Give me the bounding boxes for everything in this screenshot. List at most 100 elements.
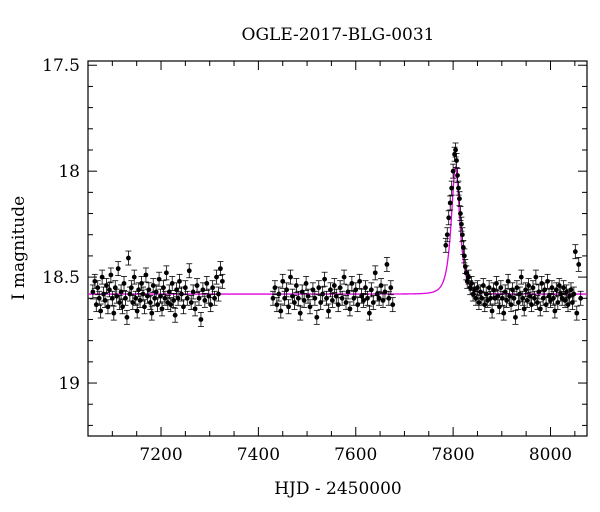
data-point <box>567 282 574 298</box>
data-point <box>350 290 357 306</box>
data-point <box>339 290 346 306</box>
x-tick-label: 7600 <box>334 445 377 465</box>
data-point <box>293 278 300 293</box>
data-point <box>329 293 336 308</box>
data-point <box>184 290 191 306</box>
data-point <box>321 271 328 287</box>
data-point <box>131 269 138 285</box>
data-point <box>444 227 451 243</box>
data-point <box>493 276 500 291</box>
data-point <box>209 280 216 296</box>
data-point <box>283 282 290 298</box>
data-point <box>109 290 116 306</box>
data-point <box>180 299 187 315</box>
data-point <box>341 269 348 285</box>
data-point <box>366 305 373 321</box>
data-point <box>442 237 449 253</box>
data-point <box>372 265 379 281</box>
data-point <box>297 305 304 321</box>
data-point <box>313 309 320 325</box>
data-point <box>197 312 204 327</box>
data-point <box>107 267 114 283</box>
data-point <box>172 307 179 323</box>
data-point <box>123 309 130 325</box>
data-point <box>337 280 344 296</box>
data-point <box>167 297 174 313</box>
data-point <box>175 290 182 306</box>
data-point <box>331 278 338 293</box>
data-point <box>145 282 152 298</box>
data-point <box>454 168 461 183</box>
data-point <box>217 261 224 277</box>
data-point <box>156 271 163 287</box>
data-point <box>387 280 394 296</box>
data-point <box>457 206 464 221</box>
data-point <box>455 180 462 196</box>
data-point <box>201 293 208 308</box>
data-point <box>522 282 529 298</box>
data-point <box>370 295 377 310</box>
data-point <box>518 269 525 285</box>
data-point <box>319 286 326 302</box>
x-axis-label: HJD - 2450000 <box>274 479 402 499</box>
data-point <box>512 309 519 325</box>
data-point <box>453 153 460 168</box>
data-point <box>166 284 173 300</box>
data-point <box>153 284 160 300</box>
data-point <box>277 303 284 319</box>
data-point <box>129 295 136 310</box>
data-point <box>279 273 286 289</box>
data-point <box>306 299 313 315</box>
x-tick-label: 7400 <box>237 445 280 465</box>
data-point <box>389 297 396 313</box>
data-point <box>525 278 532 293</box>
data-point <box>551 303 558 319</box>
data-point <box>315 280 322 296</box>
data-point <box>275 286 282 302</box>
data-point <box>553 282 560 298</box>
data-point <box>161 290 168 306</box>
data-point <box>96 290 103 306</box>
data-point <box>301 293 308 308</box>
data-point <box>173 282 180 298</box>
data-point <box>305 288 312 304</box>
data-point <box>295 290 302 306</box>
data-point <box>311 290 318 306</box>
data-point <box>195 290 202 306</box>
data-point <box>521 301 528 317</box>
data-point <box>110 305 117 321</box>
data-point <box>544 273 551 289</box>
data-point <box>115 261 122 277</box>
data-point <box>510 290 517 306</box>
data-point <box>93 297 100 313</box>
data-point <box>450 163 457 179</box>
data-point <box>575 256 582 272</box>
data-point <box>448 180 455 196</box>
y-tick-label: 19 <box>58 374 80 394</box>
model-curve <box>88 165 587 295</box>
data-point <box>459 227 466 243</box>
data-point <box>356 273 363 289</box>
data-point <box>141 299 148 315</box>
data-point <box>516 286 523 302</box>
data-point <box>548 280 555 296</box>
x-tick-label: 8000 <box>529 445 572 465</box>
data-point <box>169 276 176 291</box>
chart-title: OGLE-2017-BLG-0031 <box>242 25 435 45</box>
data-point <box>499 290 506 306</box>
data-point <box>497 280 504 296</box>
data-point <box>513 280 520 296</box>
data-point <box>287 269 294 285</box>
y-axis-label: I magnitude <box>9 196 29 300</box>
data-point <box>102 293 109 308</box>
data-point <box>535 284 542 300</box>
data-point <box>94 280 101 296</box>
data-point <box>458 216 465 232</box>
data-point <box>163 265 170 281</box>
data-point <box>537 301 544 317</box>
data-point <box>192 301 199 317</box>
data-point <box>211 290 218 306</box>
data-point <box>572 244 579 260</box>
data-point <box>505 273 512 289</box>
data-point <box>291 295 298 310</box>
